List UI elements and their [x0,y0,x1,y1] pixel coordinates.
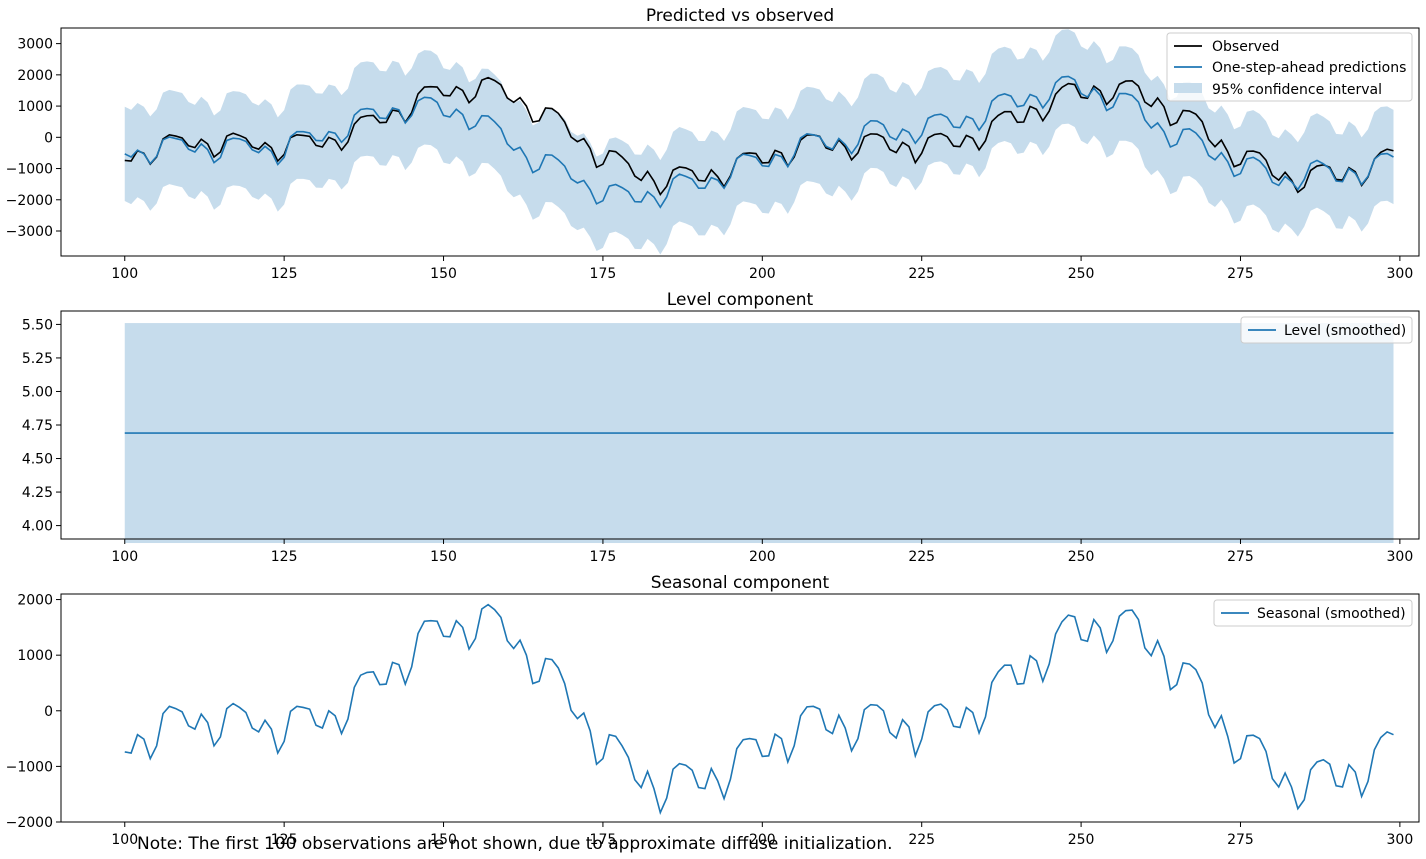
panel2-legend-box [1240,316,1413,344]
x-tick-label: 175 [590,832,617,848]
y-tick-label: 2000 [17,68,53,84]
x-tick-label: 275 [1227,832,1254,848]
y-tick-label: −1000 [6,759,53,775]
panel3-legend-box [1213,599,1413,627]
panel1-title: Predicted vs observed [646,6,834,26]
x-tick-label: 125 [271,549,298,565]
x-tick-label: 300 [1387,266,1414,282]
legend-level-label: Level (smoothed) [1284,323,1406,339]
x-tick-label: 100 [111,549,138,565]
x-tick-label: 175 [590,549,617,565]
seasonal-line [124,603,1394,815]
y-tick-label: 4.00 [22,519,53,535]
panel3-x-ticks: 100 125 150 175 200 225 250 275 300 [111,822,1413,848]
panel1-legend: Observed One-step-ahead predictions 95% … [1166,32,1413,102]
x-tick-label: 300 [1387,832,1414,848]
panel3-lines-group [124,603,1394,815]
y-tick-label: 4.50 [22,452,53,468]
y-tick-label: 1000 [17,99,53,115]
panel1-x-ticks: 100 125 150 175 200 225 250 275 300 [111,256,1413,282]
x-tick-label: 100 [111,266,138,282]
legend-seasonal-label: Seasonal (smoothed) [1257,606,1406,622]
panel1-y-ticks: −3000 −2000 −1000 0 1000 2000 3000 [6,37,61,240]
x-tick-label: 275 [1227,266,1254,282]
y-tick-label: 0 [44,130,53,146]
panel3-axes-frame [60,593,1420,823]
predicted-vs-observed-panel: Predicted vs observed 100 125 150 175 200 225… [6,6,1420,282]
x-tick-label: 150 [430,266,457,282]
y-tick-label: −3000 [6,224,53,240]
x-tick-label: 250 [1068,266,1095,282]
level-component-panel: Level component 100 125 150 175 200 225 250 275… [22,290,1420,565]
x-tick-label: 225 [908,549,935,565]
predicted-line [124,75,1394,209]
y-tick-label: −2000 [6,815,53,831]
legend-predicted-label: One-step-ahead predictions [1212,60,1406,76]
confidence-band [124,29,1394,255]
observed-line [124,76,1394,196]
panel2-legend: Level (smoothed) [1240,316,1413,344]
legend-ci-swatch [1174,83,1202,93]
seasonal-component-panel: Seasonal component 100 125 150 175 200 225 250… [6,573,1420,848]
figure-note: Note: The first 100 observations are not… [137,834,893,854]
panel1-lines-group [124,75,1394,209]
x-tick-label: 175 [590,266,617,282]
y-tick-label: 1000 [17,648,53,664]
panel2-x-ticks: 100 125 150 175 200 225 250 275 300 [111,539,1413,565]
y-tick-label: 3000 [17,37,53,53]
panel2-title: Level component [667,290,814,310]
y-tick-label: 5.25 [22,351,53,367]
x-tick-label: 200 [749,549,776,565]
x-tick-label: 200 [749,266,776,282]
panel1-axes-frame [60,27,1420,257]
panel3-y-ticks: −2000 −1000 0 1000 2000 [6,593,61,831]
panel3-title: Seasonal component [651,573,830,593]
x-tick-label: 150 [430,832,457,848]
x-tick-label: 250 [1068,549,1095,565]
x-tick-label: 300 [1387,549,1414,565]
panel3-legend: Seasonal (smoothed) [1213,599,1413,627]
y-tick-label: 4.75 [22,418,53,434]
x-tick-label: 275 [1227,549,1254,565]
y-tick-label: 0 [44,704,53,720]
x-tick-label: 225 [908,266,935,282]
y-tick-label: 5.00 [22,384,53,400]
x-tick-label: 125 [271,266,298,282]
x-tick-label: 250 [1068,832,1095,848]
y-tick-label: 2000 [17,593,53,609]
x-tick-label: 225 [908,832,935,848]
legend-observed-label: Observed [1212,39,1279,55]
y-tick-label: 4.25 [22,485,53,501]
y-tick-label: −2000 [6,193,53,209]
x-tick-label: 100 [111,832,138,848]
y-tick-label: −1000 [6,162,53,178]
x-tick-label: 125 [271,832,298,848]
legend-ci-label: 95% confidence interval [1212,82,1382,98]
panel1-confidence-band-group [124,29,1394,255]
y-tick-label: 5.50 [22,317,53,333]
x-tick-label: 200 [749,832,776,848]
x-tick-label: 150 [430,549,457,565]
panel2-y-ticks: 4.00 4.25 4.50 4.75 5.00 5.25 5.50 [22,317,61,535]
panel1-legend-box [1166,32,1413,102]
